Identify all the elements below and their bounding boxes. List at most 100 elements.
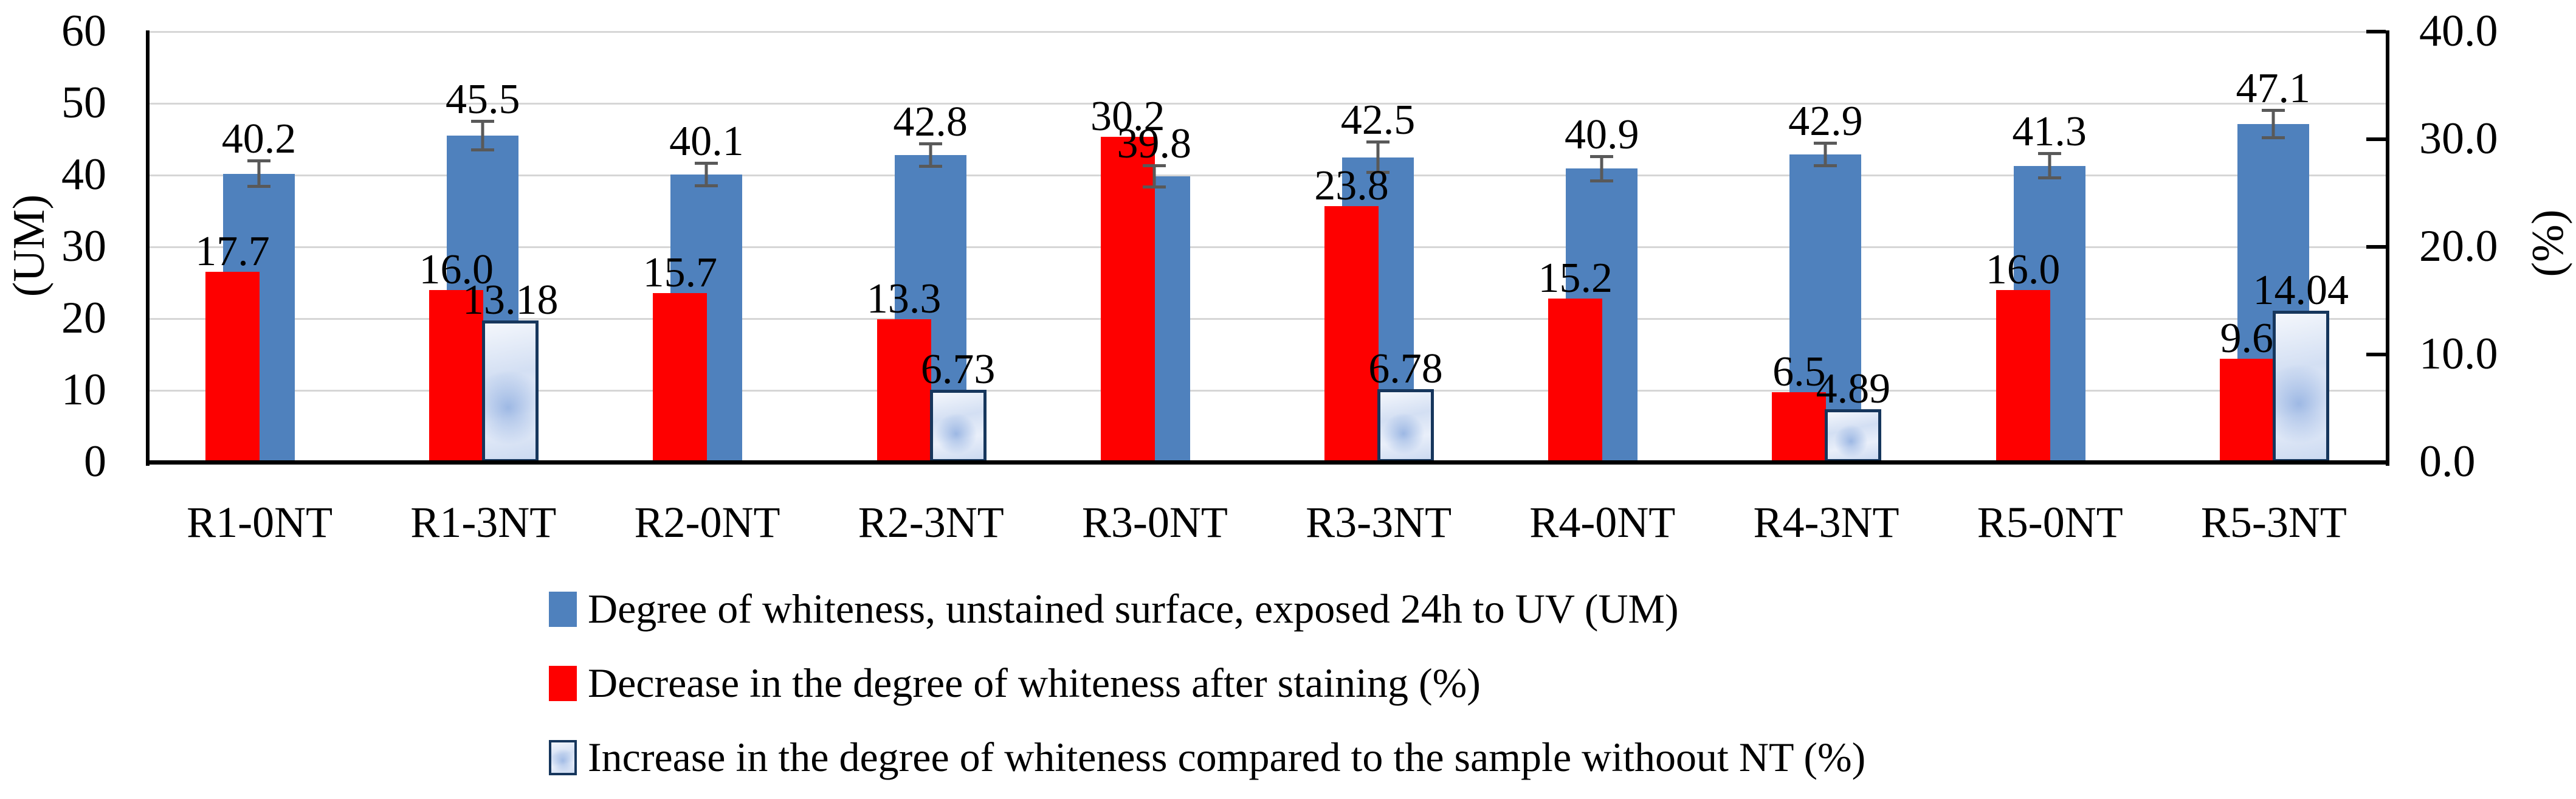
y-tick-right-0.0: 0.0: [2419, 437, 2476, 486]
y-tick-left-20: 20: [61, 293, 106, 343]
errorbar-line: [1376, 140, 1380, 174]
errorbar-cap-bottom: [1366, 170, 1390, 174]
label-lightblue-R4-3NT: 4.89: [1816, 365, 1891, 413]
y-tickmark-right-20.0: [2366, 245, 2386, 249]
errorbar-cap-bottom: [2037, 176, 2061, 180]
bar-red-R4-3NT: [1772, 392, 1827, 462]
label-lightblue-R5-3NT: 14.04: [2253, 267, 2349, 314]
bar-lightblue-R1-3NT: [482, 320, 539, 462]
gridline: [150, 31, 2386, 33]
errorbar-R3-3NT: [1366, 140, 1390, 174]
legend-label-decrease-staining: Decrease in the degree of whiteness afte…: [588, 660, 1481, 707]
x-label-R2-3NT: R2-3NT: [858, 498, 1004, 547]
label-blue-R3-0NT: 39.8: [1117, 120, 1192, 168]
errorbar-cap-bottom: [2261, 136, 2285, 139]
bar-lightblue-R5-3NT: [2272, 311, 2329, 462]
legend-item-whiteness-uv: Degree of whiteness, unstained surface, …: [549, 579, 1679, 640]
legend-item-increase-vs-no-nt: Increase in the degree of whiteness comp…: [549, 727, 1865, 788]
errorbar-R5-3NT: [2261, 109, 2285, 139]
y-tick-right-30.0: 30.0: [2419, 114, 2498, 164]
errorbar-cap-bottom: [1814, 164, 1837, 167]
errorbar-cap-top: [1366, 140, 1390, 144]
errorbar-line: [1152, 164, 1156, 189]
legend-swatch-blue-icon: [549, 592, 577, 627]
label-blue-R1-0NT: 40.2: [221, 116, 297, 163]
y-tickmark-right-0.0: [2366, 460, 2386, 464]
errorbar-cap-top: [1814, 141, 1837, 145]
errorbar-cap-top: [1142, 164, 1166, 168]
x-label-R3-0NT: R3-0NT: [1081, 498, 1228, 547]
bar-red-R3-0NT: [1100, 137, 1155, 462]
x-label-R5-3NT: R5-3NT: [2200, 498, 2347, 547]
errorbar-R3-0NT: [1142, 164, 1166, 189]
errorbar-cap-bottom: [471, 148, 495, 152]
errorbar-R5-0NT: [2037, 152, 2061, 180]
label-red-R1-0NT: 17.7: [195, 227, 270, 275]
bar-red-R2-3NT: [876, 319, 931, 462]
label-red-R2-3NT: 13.3: [866, 275, 942, 322]
gridline: [150, 175, 2386, 176]
x-axis-line: [146, 460, 2389, 465]
errorbar-line: [1824, 141, 1827, 167]
errorbar-cap-top: [2261, 109, 2285, 112]
label-blue-R4-0NT: 40.9: [1564, 111, 1639, 158]
label-red-R5-0NT: 16.0: [1985, 246, 2061, 293]
x-label-R4-3NT: R4-3NT: [1753, 498, 1899, 547]
errorbar-cap-top: [471, 120, 495, 123]
errorbar-cap-top: [247, 159, 270, 163]
errorbar-line: [2048, 152, 2051, 180]
bar-lightblue-R3-3NT: [1377, 389, 1434, 462]
gridline: [150, 103, 2386, 105]
errorbar-cap-bottom: [695, 184, 718, 188]
bar-red-R1-0NT: [205, 271, 260, 462]
label-lightblue-R2-3NT: 6.73: [920, 345, 996, 393]
right-axis-title: (%): [2523, 209, 2573, 277]
label-blue-R5-3NT: 47.1: [2236, 65, 2311, 112]
errorbar-cap-bottom: [247, 185, 270, 189]
bar-red-R5-0NT: [1996, 289, 2050, 462]
y-tick-right-40.0: 40.0: [2419, 6, 2498, 56]
y-tick-right-20.0: 20.0: [2419, 221, 2498, 271]
errorbar-line: [257, 159, 261, 189]
errorbar-line: [929, 142, 932, 168]
label-lightblue-R1-3NT: 13.18: [462, 276, 559, 323]
errorbar-cap-bottom: [1142, 185, 1166, 189]
legend-item-decrease-staining: Decrease in the degree of whiteness afte…: [549, 653, 1481, 714]
errorbar-R2-0NT: [695, 161, 718, 188]
label-lightblue-R3-3NT: 6.78: [1368, 345, 1443, 392]
label-red-R4-3NT: 6.5: [1772, 348, 1826, 395]
bar-red-R5-3NT: [2219, 359, 2274, 462]
x-label-R2-0NT: R2-0NT: [634, 498, 780, 547]
label-red-R2-0NT: 15.7: [642, 249, 718, 297]
y-tick-right-10.0: 10.0: [2419, 329, 2498, 379]
legend-label-increase-vs-no-nt: Increase in the degree of whiteness comp…: [588, 734, 1866, 781]
y-tickmark-right-30.0: [2366, 137, 2386, 141]
bar-red-R4-0NT: [1548, 298, 1603, 462]
label-blue-R5-0NT: 41.3: [2012, 108, 2087, 156]
errorbar-cap-top: [2037, 152, 2061, 156]
y-tick-left-60: 60: [61, 6, 106, 56]
y-axis-right-line: [2386, 30, 2389, 466]
bar-red-R2-0NT: [653, 293, 708, 462]
errorbar-R2-3NT: [918, 142, 942, 168]
errorbar-line: [481, 120, 484, 152]
x-label-R5-0NT: R5-0NT: [1977, 498, 2123, 547]
y-axis-left-line: [146, 30, 150, 466]
label-blue-R3-3NT: 42.5: [1340, 97, 1416, 144]
bar-lightblue-R4-3NT: [1825, 409, 1882, 462]
bar-lightblue-R2-3NT: [929, 389, 987, 462]
bar-red-R1-3NT: [429, 289, 484, 462]
gridline: [150, 246, 2386, 248]
label-red-R3-0NT: 30.2: [1090, 93, 1165, 140]
legend-label-whiteness-uv: Degree of whiteness, unstained surface, …: [588, 586, 1679, 632]
errorbar-R4-0NT: [1590, 154, 1614, 182]
label-red-R4-0NT: 15.2: [1538, 254, 1613, 302]
x-label-R1-3NT: R1-3NT: [410, 498, 557, 547]
errorbar-line: [2271, 109, 2275, 139]
errorbar-R1-3NT: [471, 120, 495, 152]
errorbar-cap-top: [1590, 154, 1614, 158]
errorbar-R4-3NT: [1814, 141, 1837, 167]
left-axis-title: (UM): [4, 194, 54, 297]
